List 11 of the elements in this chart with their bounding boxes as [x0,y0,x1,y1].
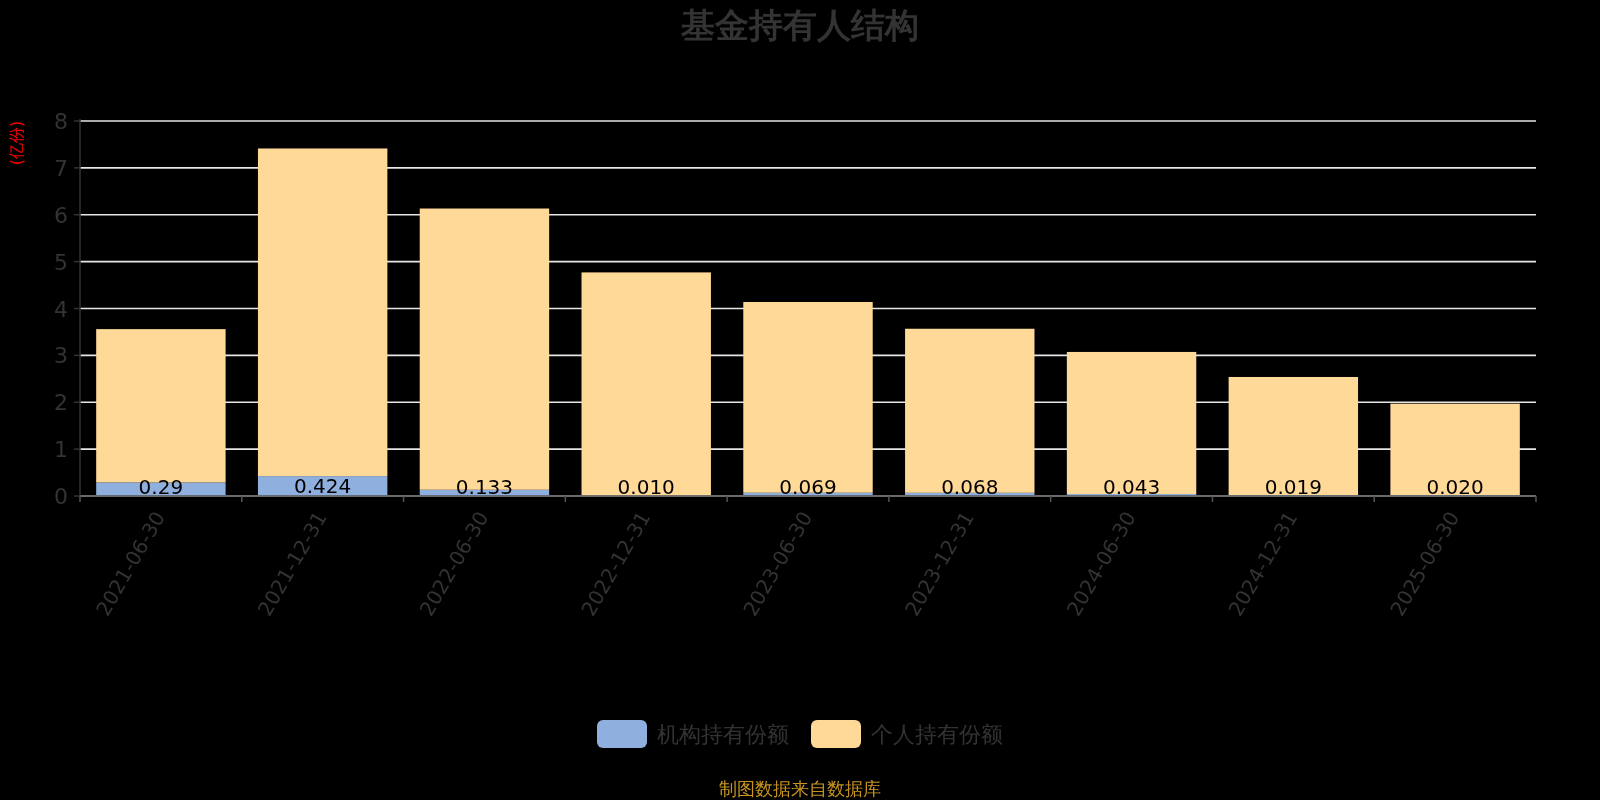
data-label: 0.133 [455,475,514,499]
data-label: 0.010 [617,475,675,499]
data-label: 0.29 [138,475,184,499]
data-label: 0.069 [779,475,837,499]
data-label: 0.424 [294,474,352,499]
data-label: 0.020 [1426,475,1484,499]
data-label: 0.043 [1102,475,1161,499]
y-axis-title: (亿份) [7,120,26,166]
data-label: 0.019 [1264,475,1322,499]
data-label: 0.068 [941,475,999,499]
source-note: 制图数据来自数据库 [719,778,881,799]
